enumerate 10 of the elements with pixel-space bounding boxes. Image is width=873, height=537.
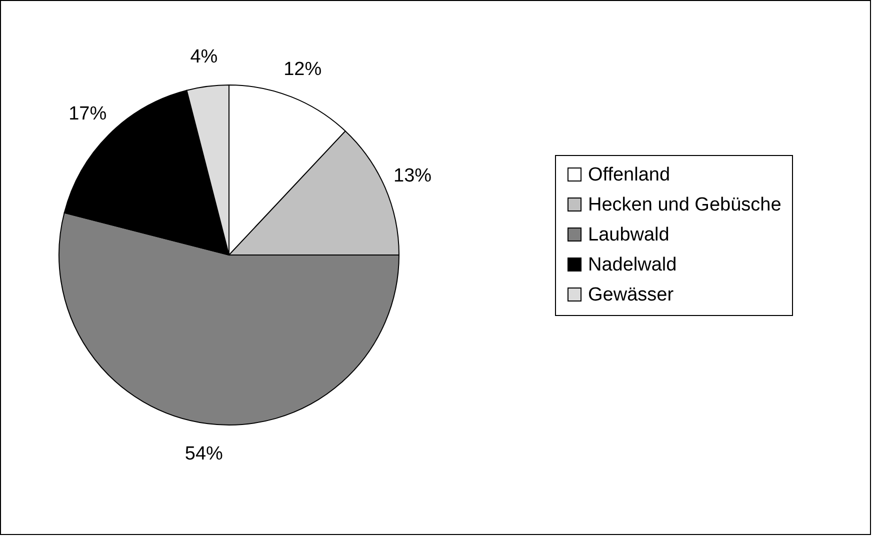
legend-label: Laubwald — [588, 224, 670, 246]
data-label: 54% — [184, 443, 224, 464]
data-label: 4% — [190, 46, 218, 68]
legend-label: Gewässer — [588, 284, 674, 306]
data-label: 17% — [68, 104, 107, 125]
data-label: 13% — [394, 166, 432, 187]
legend-label: Hecken und Gebüsche — [588, 194, 782, 216]
legend-label: Offenland — [588, 164, 670, 186]
legend-label: Nadelwald — [588, 254, 677, 276]
data-label: 12% — [284, 59, 322, 80]
